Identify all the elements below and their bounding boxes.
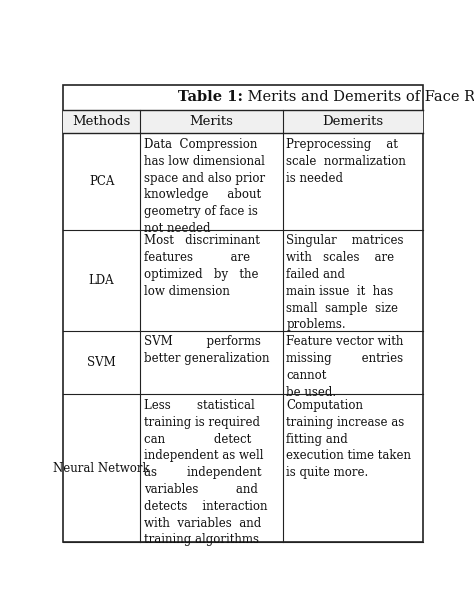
Text: Preprocessing    at
scale  normalization
is needed: Preprocessing at scale normalization is … bbox=[286, 138, 406, 185]
Text: Computation
training increase as
fitting and
execution time taken
is quite more.: Computation training increase as fitting… bbox=[286, 399, 411, 479]
Text: Singular    matrices
with   scales    are
failed and
main issue  it  has
small  : Singular matrices with scales are failed… bbox=[286, 234, 404, 331]
Text: Methods: Methods bbox=[73, 115, 131, 128]
Text: LDA: LDA bbox=[89, 274, 114, 286]
Text: Demerits: Demerits bbox=[322, 115, 383, 128]
Text: Merits and Demerits of Face Recognition: Merits and Demerits of Face Recognition bbox=[243, 91, 474, 105]
Bar bbox=[63, 110, 423, 133]
Text: Merits: Merits bbox=[190, 115, 233, 128]
Text: SVM         performs
better generalization: SVM performs better generalization bbox=[144, 335, 270, 365]
Text: SVM: SVM bbox=[87, 356, 116, 369]
Text: Data  Compression
has low dimensional
space and also prior
knowledge     about
g: Data Compression has low dimensional spa… bbox=[144, 138, 265, 235]
Text: Most   discriminant
features          are
optimized   by   the
low dimension: Most discriminant features are optimized… bbox=[144, 234, 260, 298]
Text: PCA: PCA bbox=[89, 175, 114, 188]
Text: Less       statistical
training is required
can             detect
independent a: Less statistical training is required ca… bbox=[144, 399, 267, 547]
Text: Feature vector with
missing        entries
cannot
be used.: Feature vector with missing entries cann… bbox=[286, 335, 403, 399]
Text: Neural Network: Neural Network bbox=[53, 462, 150, 475]
Text: Table 1:: Table 1: bbox=[178, 91, 243, 105]
